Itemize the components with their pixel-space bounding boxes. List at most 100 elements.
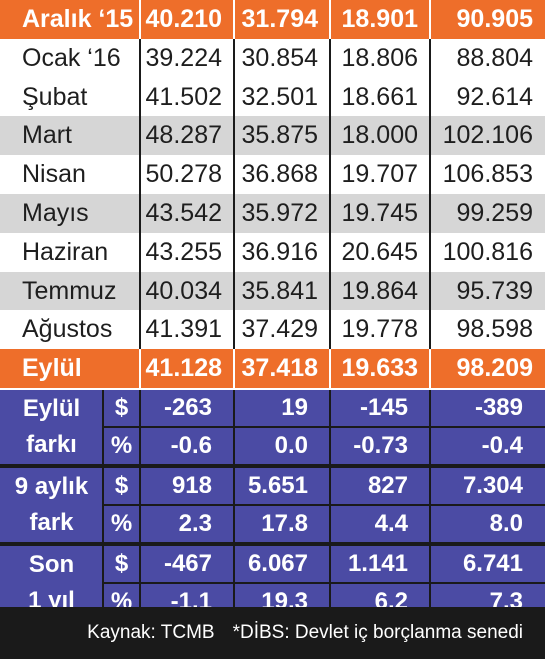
column-divider	[429, 116, 431, 155]
unit-label: $	[103, 468, 140, 504]
column-divider	[139, 116, 141, 155]
cell-divider	[329, 390, 331, 464]
column-divider	[329, 349, 331, 388]
row-label: Ocak ‘16	[0, 39, 140, 78]
row-value: 30.854	[234, 39, 330, 78]
cell-divider	[329, 468, 331, 542]
row-value: 40.034	[140, 272, 234, 310]
column-divider	[139, 233, 141, 272]
row-value: 92.614	[430, 78, 545, 116]
diff-value: 19	[234, 390, 330, 426]
diff-value: 2.3	[140, 506, 234, 542]
column-divider	[429, 233, 431, 272]
group-label-line2: farkı	[26, 431, 77, 458]
row-value: 43.255	[140, 233, 234, 272]
column-divider	[233, 194, 235, 233]
row-value: 41.391	[140, 310, 234, 349]
diff-value: -467	[140, 546, 234, 582]
diff-value: -0.6	[140, 428, 234, 464]
diff-value: 1.141	[330, 546, 430, 582]
column-divider	[233, 116, 235, 155]
row-value: 20.645	[330, 233, 430, 272]
row-value: 35.875	[234, 116, 330, 155]
row-value: 37.418	[234, 349, 330, 388]
unit-label: %	[103, 506, 140, 542]
row-value: 37.429	[234, 310, 330, 349]
group-label-line2: fark	[29, 509, 74, 536]
row-value: 41.128	[140, 349, 234, 388]
column-divider	[233, 39, 235, 78]
diff-value: 4.4	[330, 506, 430, 542]
row-value: 32.501	[234, 78, 330, 116]
row-value: 18.901	[330, 0, 430, 39]
column-divider	[429, 78, 431, 116]
group-label-line1: Eylül	[22, 395, 81, 422]
column-divider	[429, 194, 431, 233]
group-label: Eylül farkı	[0, 390, 103, 464]
column-divider	[329, 272, 331, 310]
diff-value: 8.0	[430, 506, 545, 542]
column-divider	[329, 0, 331, 39]
column-divider	[429, 349, 431, 388]
column-divider	[139, 155, 141, 194]
column-divider	[233, 272, 235, 310]
cell-divider	[429, 546, 431, 620]
row-value: 99.259	[430, 194, 545, 233]
diff-value: 0.0	[234, 428, 330, 464]
diff-value: 6.741	[430, 546, 545, 582]
row-value: 98.209	[430, 349, 545, 388]
unit-label: $	[103, 390, 140, 426]
row-value: 35.972	[234, 194, 330, 233]
row-label: Haziran	[0, 233, 140, 272]
source-text: Kaynak: TCMB	[87, 622, 215, 643]
column-divider	[139, 272, 141, 310]
row-value: 31.794	[234, 0, 330, 39]
column-divider	[139, 310, 141, 349]
column-divider	[329, 310, 331, 349]
row-value: 18.806	[330, 39, 430, 78]
column-divider	[329, 155, 331, 194]
row-value: 39.224	[140, 39, 234, 78]
column-divider	[429, 272, 431, 310]
cell-divider	[139, 546, 141, 620]
cell-divider	[103, 504, 545, 506]
row-label: Mart	[0, 116, 140, 155]
row-value: 88.804	[430, 39, 545, 78]
diff-value: 6.067	[234, 546, 330, 582]
column-divider	[233, 78, 235, 116]
column-divider	[139, 194, 141, 233]
cell-divider	[429, 390, 431, 464]
row-label: Eylül	[0, 349, 140, 388]
column-divider	[329, 78, 331, 116]
diff-value: 17.8	[234, 506, 330, 542]
row-value: 102.106	[430, 116, 545, 155]
cell-divider	[139, 468, 141, 542]
diff-value: -0.4	[430, 428, 545, 464]
column-divider	[329, 116, 331, 155]
unit-label: $	[103, 546, 140, 582]
group-label-line1: Son	[28, 551, 75, 578]
cell-divider	[139, 390, 141, 464]
column-divider	[233, 310, 235, 349]
footnote-text: *DİBS: Devlet iç borçlanma senedi	[232, 622, 523, 643]
row-value: 19.707	[330, 155, 430, 194]
row-value: 95.739	[430, 272, 545, 310]
row-value: 40.210	[140, 0, 234, 39]
diff-value: 918	[140, 468, 234, 504]
cell-divider	[233, 390, 235, 464]
column-divider	[429, 310, 431, 349]
group-label-line1: 9 aylık	[14, 473, 89, 500]
cell-divider	[103, 426, 545, 428]
diff-value: 827	[330, 468, 430, 504]
row-value: 35.841	[234, 272, 330, 310]
column-divider	[329, 233, 331, 272]
diff-value: -0.73	[330, 428, 430, 464]
row-label: Temmuz	[0, 272, 140, 310]
column-divider	[233, 233, 235, 272]
cell-divider	[329, 546, 331, 620]
column-divider	[233, 349, 235, 388]
row-value: 43.542	[140, 194, 234, 233]
diff-value: -389	[430, 390, 545, 426]
row-value: 19.864	[330, 272, 430, 310]
